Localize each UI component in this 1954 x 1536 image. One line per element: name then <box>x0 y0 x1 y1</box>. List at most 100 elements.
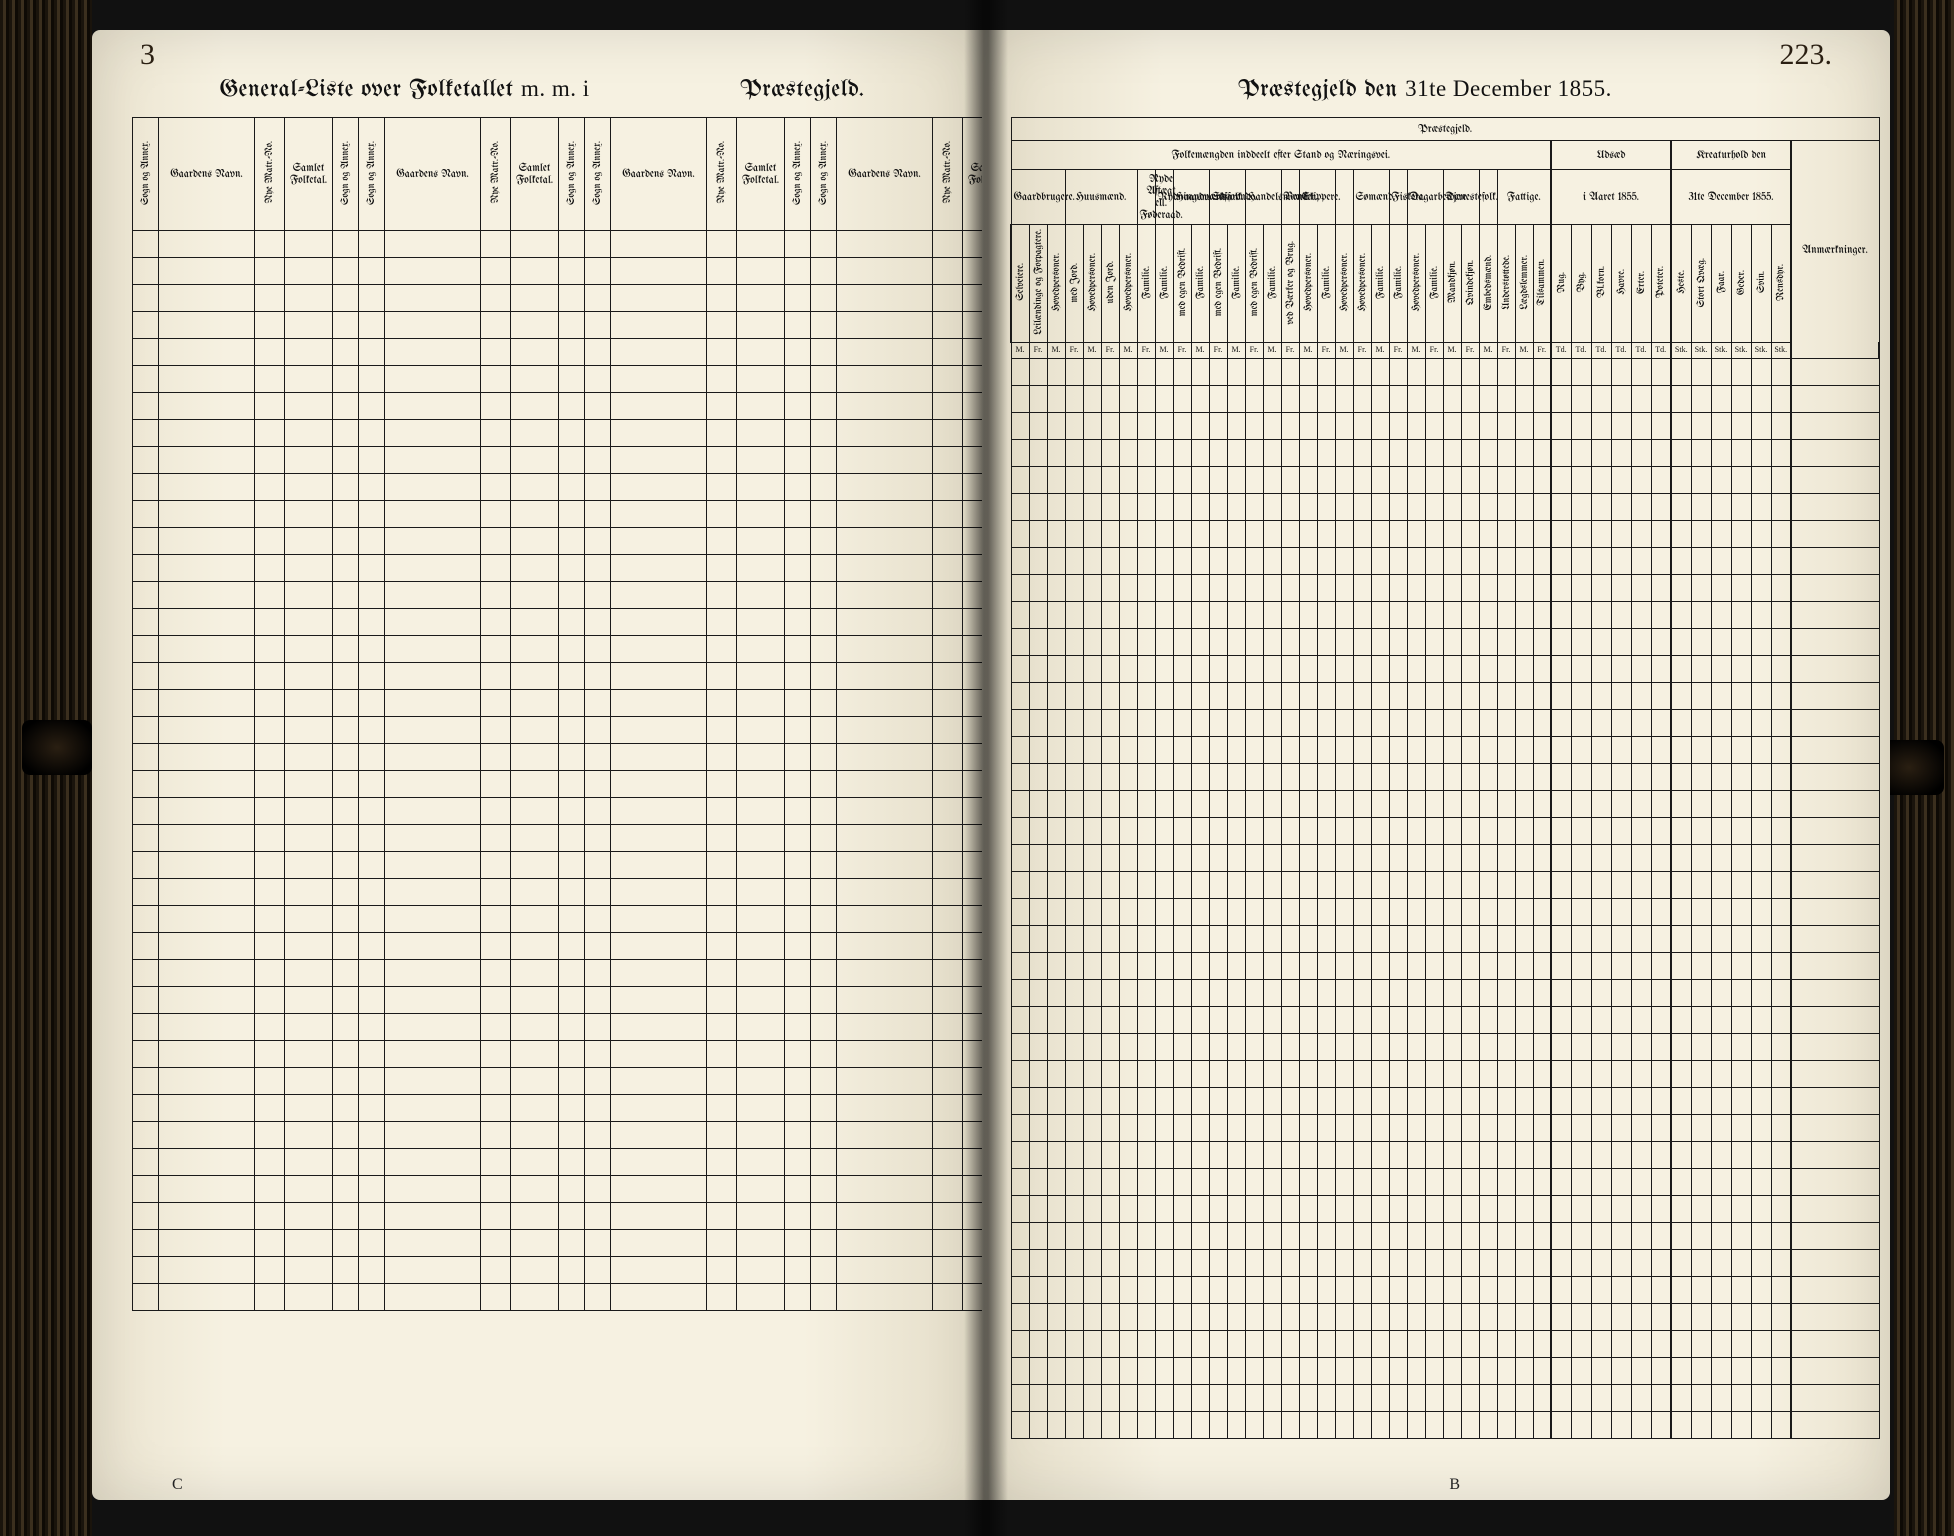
occ-sub: med egen Bedrift. <box>1173 225 1191 343</box>
mf-label: M. <box>1011 343 1029 359</box>
mf-label: Fr. <box>1497 343 1515 359</box>
table-row <box>1011 1088 1879 1115</box>
left-title-b: m. m. i <box>521 76 590 101</box>
udsaed-col: Rug. <box>1551 225 1571 343</box>
table-row <box>1011 1007 1879 1034</box>
table-row <box>133 1014 1037 1041</box>
mf-label: M. <box>1191 343 1209 359</box>
kreatur-sub: 31te December 1855. <box>1671 170 1791 225</box>
mf-label: M. <box>1371 343 1389 359</box>
table-row <box>133 420 1037 447</box>
table-row <box>1011 1412 1879 1439</box>
page-left: 3 General-Liste over Folketallet m. m. i… <box>92 30 982 1500</box>
occ-sub: uden Jord. <box>1101 225 1119 343</box>
kreatur-col: Stort Qvæg. <box>1691 225 1711 343</box>
mf-label: Fr. <box>1173 343 1191 359</box>
table-row <box>133 933 1037 960</box>
mf-label: Fr. <box>1317 343 1335 359</box>
table-row <box>133 960 1037 987</box>
mf-label: M. <box>1083 343 1101 359</box>
table-row <box>133 609 1037 636</box>
table-row <box>133 663 1037 690</box>
table-row <box>133 879 1037 906</box>
table-row <box>1011 953 1879 980</box>
table-row <box>1011 1196 1879 1223</box>
udsaed-sub: i Aaret 1855. <box>1551 170 1671 225</box>
table-row <box>1011 845 1879 872</box>
occ-sub: Leilændinge og Forpagtere. <box>1029 225 1047 343</box>
table-row <box>133 906 1037 933</box>
table-row <box>1011 980 1879 1007</box>
occ-group: Søfarende. <box>1209 170 1245 225</box>
occ-group: Fattige. <box>1497 170 1551 225</box>
occ-sub: Familie. <box>1425 225 1443 343</box>
table-row <box>1011 602 1879 629</box>
signature-right: B <box>1449 1476 1460 1494</box>
occ-sub: Familie. <box>1155 225 1173 343</box>
mf-label: M. <box>1407 343 1425 359</box>
table-row <box>1011 764 1879 791</box>
left-title: General-Liste over Folketallet m. m. i P… <box>132 70 952 117</box>
col-folketal: Samlet Folketal. <box>511 118 559 231</box>
table-row <box>133 501 1037 528</box>
scan-area: 3 General-Liste over Folketallet m. m. i… <box>0 0 1954 1536</box>
occ-group: Dagarbeidere. <box>1407 170 1443 225</box>
occ-group: Huusmænd. <box>1065 170 1137 225</box>
occ-sub: Hovedpersoner. <box>1407 225 1425 343</box>
mf-label: M. <box>1515 343 1533 359</box>
left-title-c: Præstegjeld. <box>740 78 864 103</box>
page-number-right: 223. <box>1780 38 1833 72</box>
table-row <box>1011 1385 1879 1412</box>
col-sogn: Sogn og Annex. <box>133 118 159 231</box>
table-row <box>1011 1061 1879 1088</box>
mf-label: Fr. <box>1353 343 1371 359</box>
udsaed-col: Havre. <box>1611 225 1631 343</box>
occ-group: Handelsmænd. <box>1245 170 1281 225</box>
occ-sub: Embedsmænd. <box>1479 225 1497 343</box>
occ-group: Skippere. <box>1299 170 1335 225</box>
table-row <box>1011 1304 1879 1331</box>
col-matr: Nye Matr.-No. <box>255 118 285 231</box>
occ-sub: Hovedpersoner. <box>1353 225 1371 343</box>
table-row <box>1011 413 1879 440</box>
unit-td: Td. <box>1631 343 1651 359</box>
mf-label: Fr. <box>1281 343 1299 359</box>
udsaed-col: Byg. <box>1571 225 1591 343</box>
table-row <box>1011 1331 1879 1358</box>
occ-group: Gaardbrugere. <box>1011 170 1065 225</box>
col-sogn: Sogn og Annex. <box>811 118 837 231</box>
col-gaard: Gaardens Navn. <box>159 118 255 231</box>
table-row <box>133 555 1037 582</box>
table-row <box>1011 1169 1879 1196</box>
mf-label: Fr. <box>1533 343 1551 359</box>
occ-sub: Hovedpersoner. <box>1083 225 1101 343</box>
left-title-a: General-Liste over Folketallet <box>220 78 514 103</box>
col-sogn: Sogn og Annex. <box>333 118 359 231</box>
col-sogn: Sogn og Annex. <box>359 118 385 231</box>
right-subtitle: Præstegjeld. <box>1011 118 1879 141</box>
mf-label: Fr. <box>1101 343 1119 359</box>
table-row <box>1011 467 1879 494</box>
table-row <box>133 690 1037 717</box>
mf-label: Fr. <box>1389 343 1407 359</box>
table-row <box>1011 818 1879 845</box>
occ-sub: Hovedpersoner. <box>1335 225 1353 343</box>
occ-group: Sømænd. <box>1353 170 1389 225</box>
page-right: 223. Præstegjeld den 31te December 1855.… <box>982 30 1890 1500</box>
col-matr: Nye Matr.-No. <box>707 118 737 231</box>
table-row <box>1011 899 1879 926</box>
mf-label: Fr. <box>1425 343 1443 359</box>
occ-sub: ved Værker og Brug. <box>1281 225 1299 343</box>
page-number-left: 3 <box>140 38 155 72</box>
occ-sub: Familie. <box>1389 225 1407 343</box>
group-udsaed: Udsæd <box>1551 141 1671 170</box>
table-row <box>1011 1358 1879 1385</box>
mf-label: M. <box>1119 343 1137 359</box>
col-folketal: Samlet Folketal. <box>285 118 333 231</box>
occ-sub: med egen Bedrift. <box>1245 225 1263 343</box>
udsaed-col: Poteter. <box>1651 225 1671 343</box>
col-folketal: Samlet Folketal. <box>737 118 785 231</box>
mf-label: M. <box>1263 343 1281 359</box>
mf-label: Fr. <box>1461 343 1479 359</box>
col-sogn: Sogn og Annex. <box>785 118 811 231</box>
